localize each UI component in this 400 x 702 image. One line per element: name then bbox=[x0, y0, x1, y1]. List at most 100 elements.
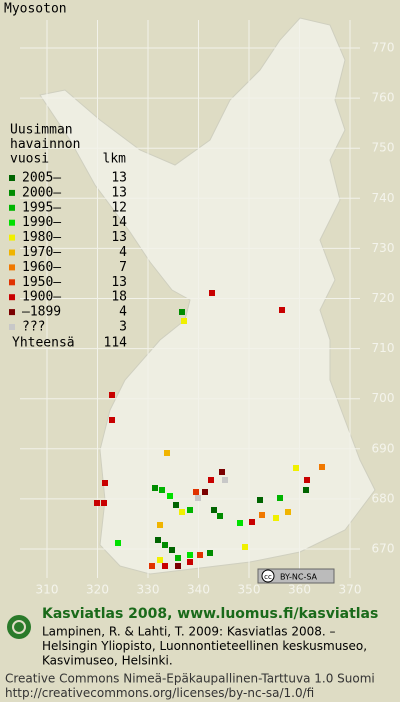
observation bbox=[179, 309, 185, 315]
observation bbox=[162, 563, 168, 569]
observation bbox=[187, 507, 193, 513]
observation bbox=[179, 509, 185, 515]
legend-count: 4 bbox=[119, 305, 127, 320]
observation bbox=[217, 513, 223, 519]
observation bbox=[115, 540, 121, 546]
observation bbox=[109, 417, 115, 423]
y-label: 700 bbox=[372, 391, 395, 405]
observation bbox=[197, 552, 203, 558]
observation bbox=[193, 489, 199, 495]
observation bbox=[208, 477, 214, 483]
legend-count: 14 bbox=[111, 215, 127, 230]
legend-count: 13 bbox=[111, 275, 127, 290]
observation bbox=[157, 522, 163, 528]
observation bbox=[173, 502, 179, 508]
title: Myosoton bbox=[4, 2, 67, 17]
y-label: 730 bbox=[372, 241, 395, 255]
observation bbox=[293, 465, 299, 471]
observation bbox=[187, 559, 193, 565]
legend-count: 12 bbox=[111, 200, 127, 215]
legend-heading: vuosi bbox=[10, 152, 49, 167]
legend-swatch bbox=[9, 234, 15, 241]
observation bbox=[249, 519, 255, 525]
badge-icon: cc bbox=[264, 573, 272, 581]
citation-line: Helsingin Yliopisto, Luonnontieteellinen… bbox=[42, 639, 367, 653]
observation bbox=[195, 495, 201, 501]
legend-heading: Uusimman bbox=[10, 123, 73, 138]
y-label: 690 bbox=[372, 441, 395, 455]
legend-label: 1900– bbox=[22, 290, 61, 305]
observation bbox=[237, 520, 243, 526]
y-label: 710 bbox=[372, 341, 395, 355]
observation bbox=[101, 500, 107, 506]
legend-count: 3 bbox=[119, 320, 127, 335]
y-label: 670 bbox=[372, 542, 395, 556]
citation-line: Kasvimuseo, Helsinki. bbox=[42, 654, 173, 668]
legend-count: 13 bbox=[111, 171, 127, 186]
observation bbox=[319, 464, 325, 470]
observation bbox=[285, 509, 291, 515]
legend-swatch bbox=[9, 294, 15, 301]
legend-label: 1960– bbox=[22, 260, 61, 275]
legend-swatch bbox=[9, 249, 15, 256]
observation bbox=[277, 495, 283, 501]
observation bbox=[211, 507, 217, 513]
license-line: Creative Commons Nimeä-Epäkaupallinen-Ta… bbox=[5, 672, 375, 686]
legend-count: 18 bbox=[111, 290, 127, 305]
x-label: 340 bbox=[187, 583, 210, 597]
observation bbox=[303, 487, 309, 493]
observation bbox=[152, 485, 158, 491]
legend-count: 13 bbox=[111, 230, 127, 245]
legend-swatch bbox=[9, 279, 15, 286]
y-label: 720 bbox=[372, 291, 395, 305]
legend-swatch bbox=[9, 204, 15, 211]
legend-label: 1980– bbox=[22, 230, 61, 245]
observation bbox=[259, 512, 265, 518]
y-label: 770 bbox=[372, 41, 395, 55]
observation bbox=[219, 469, 225, 475]
legend-swatch bbox=[9, 309, 15, 316]
legend-label: 1970– bbox=[22, 245, 61, 260]
finland-land bbox=[39, 17, 376, 575]
observation bbox=[209, 290, 215, 296]
observation bbox=[109, 392, 115, 398]
observation bbox=[159, 487, 165, 493]
x-label: 360 bbox=[288, 583, 311, 597]
y-label: 760 bbox=[372, 91, 395, 105]
legend-count: 4 bbox=[119, 245, 127, 260]
observation bbox=[304, 477, 310, 483]
badge-text: BY-NC-SA bbox=[280, 573, 318, 582]
x-label: 310 bbox=[36, 583, 59, 597]
observation bbox=[162, 542, 168, 548]
x-label: 320 bbox=[86, 583, 109, 597]
observation bbox=[175, 555, 181, 561]
x-label: 350 bbox=[238, 583, 261, 597]
legend-swatch bbox=[9, 324, 15, 330]
legend-swatch bbox=[9, 175, 15, 181]
observation bbox=[94, 500, 100, 506]
legend-label: ??? bbox=[22, 320, 45, 335]
observation bbox=[242, 544, 248, 550]
x-label: 330 bbox=[137, 583, 160, 597]
observation bbox=[167, 493, 173, 499]
observation bbox=[102, 480, 108, 486]
legend-swatch bbox=[9, 189, 15, 196]
legend-label: 2005– bbox=[22, 171, 61, 186]
legend-label: 1990– bbox=[22, 215, 61, 230]
legend-label: 1995– bbox=[22, 200, 61, 215]
observation bbox=[273, 515, 279, 521]
observation bbox=[207, 550, 213, 556]
citation-line: Lampinen, R. & Lahti, T. 2009: Kasviatla… bbox=[42, 625, 336, 639]
legend-label: –1899 bbox=[22, 305, 61, 320]
observation bbox=[202, 489, 208, 495]
observation bbox=[187, 552, 193, 558]
legend-total: 114 bbox=[104, 336, 128, 351]
legend-swatch bbox=[9, 264, 15, 271]
observation bbox=[149, 563, 155, 569]
observation bbox=[175, 563, 181, 569]
legend-count-heading: lkm bbox=[103, 152, 127, 167]
cc-badge: cc BY-NC-SA bbox=[257, 568, 335, 584]
observation bbox=[279, 307, 285, 313]
y-label: 680 bbox=[372, 491, 395, 505]
